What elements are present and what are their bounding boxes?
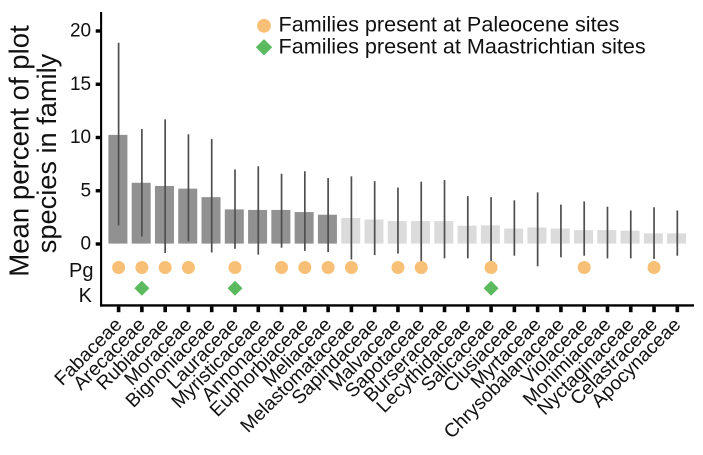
svg-text:Families present at Maastricht: Families present at Maastrichtian sites bbox=[279, 33, 646, 58]
svg-text:Pg: Pg bbox=[69, 260, 93, 282]
svg-text:5: 5 bbox=[81, 180, 92, 201]
svg-text:0: 0 bbox=[81, 234, 92, 255]
svg-text:10: 10 bbox=[70, 127, 91, 148]
svg-text:20: 20 bbox=[70, 21, 91, 42]
svg-text:Families present at Paleocene: Families present at Paleocene sites bbox=[279, 11, 620, 36]
svg-text:K: K bbox=[79, 285, 93, 307]
svg-text:15: 15 bbox=[70, 74, 91, 95]
svg-text:species in family: species in family bbox=[31, 53, 62, 253]
svg-text:Mean percent of plot: Mean percent of plot bbox=[4, 25, 35, 277]
